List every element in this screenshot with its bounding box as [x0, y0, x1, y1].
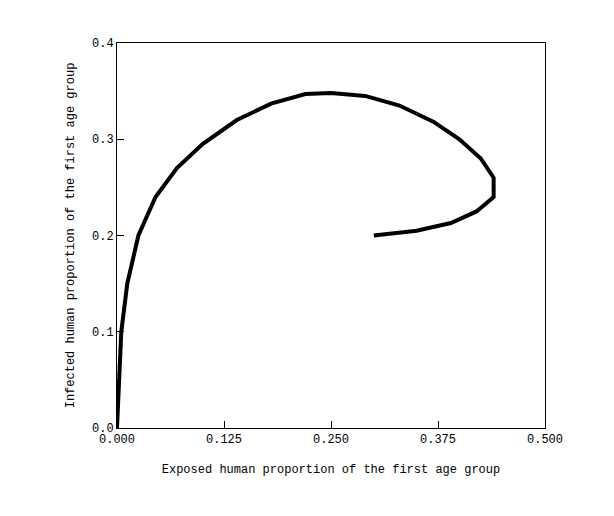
svg-text:0.1: 0.1 — [92, 326, 114, 340]
svg-text:0.125: 0.125 — [206, 433, 242, 447]
svg-text:0.500: 0.500 — [527, 433, 563, 447]
svg-text:0.2: 0.2 — [92, 230, 114, 244]
svg-text:0.4: 0.4 — [92, 37, 114, 51]
svg-text:Infected human proportion of t: Infected human proportion of the first a… — [64, 63, 78, 409]
svg-text:0.3: 0.3 — [92, 133, 114, 147]
svg-text:0.000: 0.000 — [99, 433, 135, 447]
svg-text:0.375: 0.375 — [420, 433, 456, 447]
svg-text:0.0: 0.0 — [92, 422, 114, 436]
svg-text:0.250: 0.250 — [313, 433, 349, 447]
svg-text:Exposed human proportion of th: Exposed human proportion of the first ag… — [162, 463, 500, 477]
